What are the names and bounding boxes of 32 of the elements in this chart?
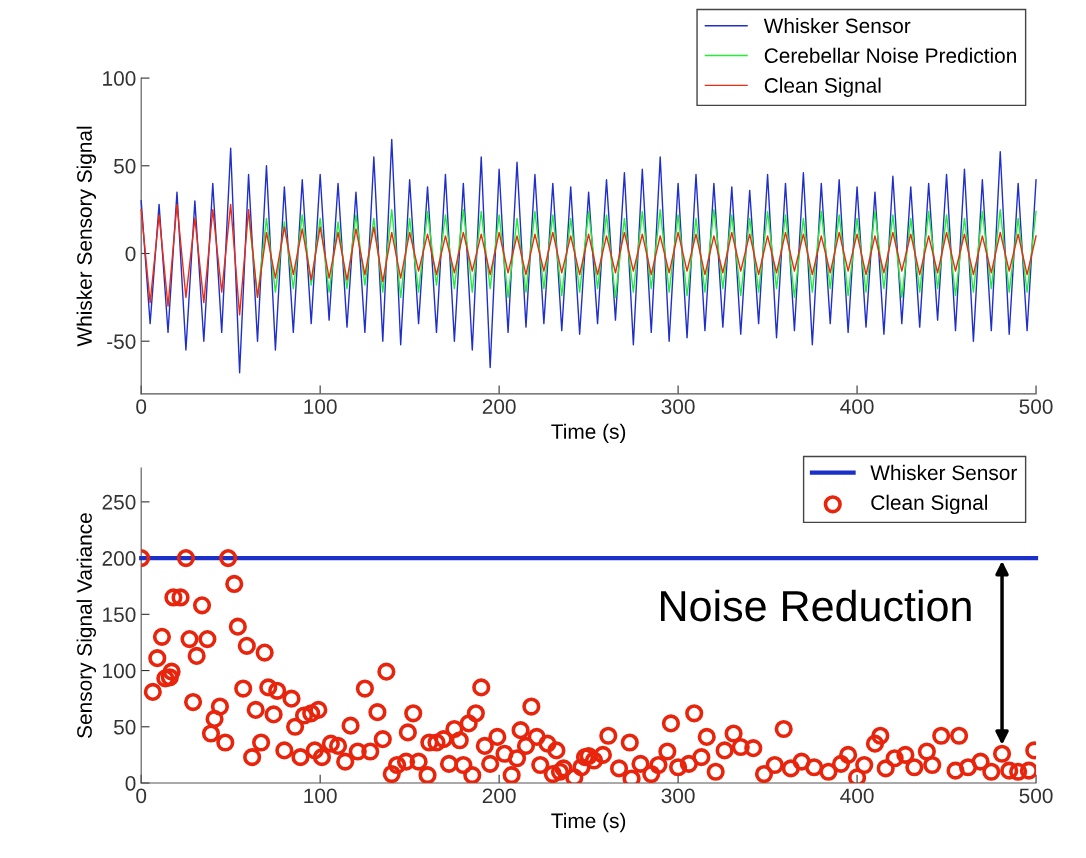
x-tick-label: 500 xyxy=(1019,399,1053,414)
legend-label: Clean Signal xyxy=(871,494,988,515)
x-tick-label: 0 xyxy=(136,788,147,804)
y-tick-label: 0 xyxy=(125,246,136,262)
annotation: Noise Reduction xyxy=(661,589,971,622)
x-tick-label: 0 xyxy=(136,399,147,414)
y-tick-label: 0 xyxy=(125,776,136,791)
x-tick-label: 400 xyxy=(840,399,874,414)
x-tick-label: 500 xyxy=(1019,788,1053,804)
y-axis-title: Sensory Signal Variance xyxy=(76,513,97,738)
x-tick-label: 300 xyxy=(661,399,695,414)
x-tick-label: 400 xyxy=(840,788,874,804)
y-tick-label: 200 xyxy=(102,551,136,566)
x-axis-title: Time (s) xyxy=(551,423,626,444)
legend-label: Whisker Sensor xyxy=(763,17,911,34)
y-tick-label: 150 xyxy=(103,607,136,623)
x-tick-label: 100 xyxy=(304,788,337,804)
y-tick-label: -50 xyxy=(107,334,136,349)
legend-label: Whisker Sensor xyxy=(870,464,1017,481)
y-tick-label: 250 xyxy=(102,494,136,510)
x-tick-label: 300 xyxy=(661,788,695,804)
x-axis-title: Time (s) xyxy=(551,812,626,833)
legend-label: Clean Signal xyxy=(764,77,881,97)
x-tick-label: 200 xyxy=(482,788,516,804)
x-tick-label: 200 xyxy=(482,399,516,414)
y-axis-title: Whisker Sensory Signal xyxy=(76,126,97,347)
x-tick-label: 100 xyxy=(304,399,337,414)
y-tick-label: 50 xyxy=(113,719,136,735)
y-tick-label: 50 xyxy=(113,158,136,174)
legend-label: Cerebellar Noise Prediction xyxy=(764,47,1016,64)
y-tick-label: 100 xyxy=(103,71,136,86)
y-tick-label: 100 xyxy=(103,663,136,679)
